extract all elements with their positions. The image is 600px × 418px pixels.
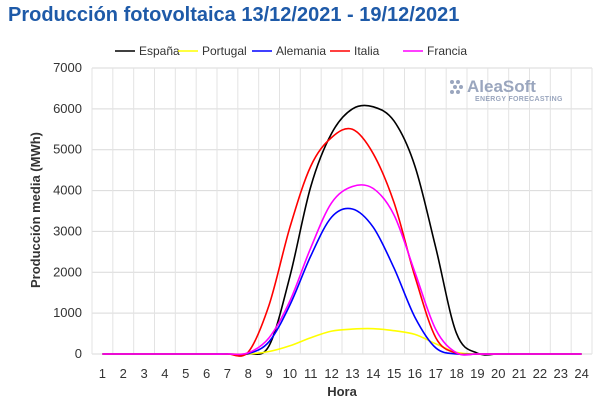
x-tick-label: 20 xyxy=(491,366,505,381)
logo-text: AleaSoft xyxy=(467,77,536,96)
x-tick-label: 14 xyxy=(366,366,380,381)
series-line-francia xyxy=(102,184,582,356)
x-axis-ticks: 1 2 3 4 5 6 7 8 9 10 11 12 13 14 15 16 17 18 19 20 21 22 23 24 xyxy=(99,366,589,381)
y-tick-label: 0 xyxy=(75,346,82,361)
y-axis-title: Producción media (MWh) xyxy=(28,132,43,288)
legend-label-italia: Italia xyxy=(354,44,380,58)
x-tick-label: 4 xyxy=(161,366,168,381)
y-tick-label: 6000 xyxy=(53,101,82,116)
x-tick-label: 16 xyxy=(408,366,422,381)
x-tick-label: 17 xyxy=(429,366,443,381)
x-tick-label: 13 xyxy=(345,366,359,381)
x-tick-label: 9 xyxy=(265,366,272,381)
aleasoft-logo: AleaSoft ENERGY FORECASTING xyxy=(450,77,563,103)
x-tick-label: 12 xyxy=(324,366,338,381)
x-tick-label: 24 xyxy=(574,366,588,381)
x-tick-label: 5 xyxy=(182,366,189,381)
legend-label-portugal: Portugal xyxy=(202,44,247,58)
x-tick-label: 19 xyxy=(470,366,484,381)
grid-lines xyxy=(91,67,593,355)
legend-label-alemania: Alemania xyxy=(276,44,326,58)
legend: España Portugal Alemania Italia Francia xyxy=(115,44,467,58)
x-tick-label: 3 xyxy=(140,366,147,381)
x-tick-label: 21 xyxy=(512,366,526,381)
chart-title: Producción fotovoltaica 13/12/2021 - 19/… xyxy=(8,4,460,26)
x-tick-label: 6 xyxy=(203,366,210,381)
y-tick-label: 7000 xyxy=(53,60,82,75)
y-tick-label: 5000 xyxy=(53,142,82,157)
x-axis-title: Hora xyxy=(327,384,357,399)
x-tick-label: 8 xyxy=(245,366,252,381)
logo-subtitle: ENERGY FORECASTING xyxy=(475,96,563,103)
x-tick-label: 2 xyxy=(120,366,127,381)
y-tick-label: 1000 xyxy=(53,305,82,320)
y-tick-label: 2000 xyxy=(53,264,82,279)
x-tick-label: 23 xyxy=(554,366,568,381)
y-tick-label: 4000 xyxy=(53,183,82,198)
x-tick-label: 1 xyxy=(99,366,106,381)
x-tick-label: 22 xyxy=(533,366,547,381)
x-tick-label: 11 xyxy=(304,366,318,381)
x-tick-label: 15 xyxy=(387,366,401,381)
series-lines xyxy=(102,104,582,357)
legend-label-francia: Francia xyxy=(427,44,467,58)
x-tick-label: 7 xyxy=(224,366,231,381)
legend-label-espana: España xyxy=(139,44,180,58)
x-tick-label: 10 xyxy=(283,366,297,381)
y-axis-ticks: 0 1000 2000 3000 4000 5000 6000 7000 xyxy=(53,60,82,361)
y-tick-label: 3000 xyxy=(53,223,82,238)
x-tick-label: 18 xyxy=(449,366,463,381)
